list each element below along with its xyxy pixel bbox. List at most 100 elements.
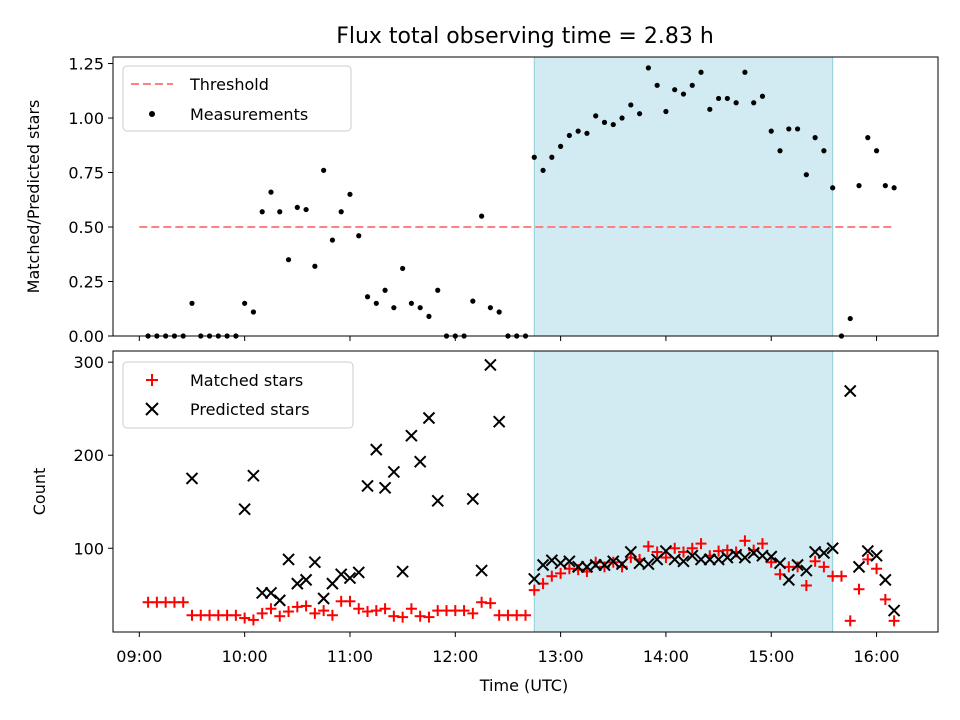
measurement-point	[812, 135, 818, 141]
predicted-star-point	[721, 551, 734, 564]
measurement-point	[558, 143, 564, 149]
matched-star-point	[239, 612, 251, 624]
y-tick-label: 0.50	[68, 218, 104, 237]
measurement-point	[549, 154, 555, 160]
matched-star-point	[809, 555, 821, 567]
y-tick-label: 300	[73, 353, 104, 372]
observing-window-shade	[533, 56, 834, 337]
measurement-point	[794, 126, 801, 132]
count-legend: Matched stars Predicted stars	[122, 361, 354, 429]
predicted-star-point	[484, 358, 497, 372]
matched-star-point	[853, 583, 865, 595]
y-tick-label: 0.25	[68, 273, 104, 292]
predicted-star-point	[686, 549, 699, 562]
count-axes-frame	[112, 350, 939, 633]
y-tick-label: 1.00	[68, 109, 104, 128]
measurement-point	[470, 298, 476, 304]
predicted-star-point	[352, 566, 365, 579]
measurement-point	[786, 126, 792, 132]
predicted-star-point	[571, 560, 585, 574]
predicted-star-point	[466, 492, 480, 506]
y-tick-label: 0.00	[68, 327, 104, 346]
measurement-point	[724, 95, 730, 102]
predicted-star-point	[299, 573, 313, 587]
y-tick-label: 1.25	[68, 55, 104, 74]
measurement-point	[715, 95, 722, 102]
measurement-point	[865, 135, 871, 141]
predicted-star-point	[852, 560, 866, 574]
measurement-point	[531, 154, 537, 160]
measurement-point	[584, 130, 590, 136]
predicted-star-point	[861, 544, 874, 558]
matched-star-point	[555, 567, 567, 579]
predicted-star-point	[334, 568, 348, 581]
predicted-star-point	[238, 502, 251, 516]
measurement-point	[566, 132, 572, 139]
predicted-star-point	[887, 604, 901, 617]
measurement-point	[751, 100, 757, 106]
predicted-star-point	[844, 384, 857, 398]
measurement-point	[259, 209, 265, 215]
ratio-panel: 0.00 0.25 0.50 0.75 1.00 1.25 Matched/Predict…	[24, 55, 939, 346]
matched-star-point	[283, 606, 295, 618]
matched-star-point	[800, 579, 812, 591]
measurement-point	[742, 69, 748, 75]
matched-star-point	[660, 552, 672, 564]
measurement-point	[382, 287, 388, 293]
matched-star-point	[344, 595, 356, 607]
measurement-point	[329, 237, 336, 243]
matched-star-point	[309, 607, 321, 619]
x-tick-label: 12:00	[432, 647, 478, 666]
matched-star-point	[888, 615, 900, 627]
matched-star-point	[765, 556, 777, 568]
matched-star-point	[397, 611, 409, 623]
predicted-star-point	[624, 545, 638, 559]
predicted-star-point	[694, 553, 708, 566]
measurement-point	[294, 204, 300, 210]
measurement-point	[303, 206, 309, 213]
predicted-star-point	[545, 554, 559, 567]
measurement-point	[242, 300, 248, 306]
legend-predicted-swatch	[145, 402, 159, 416]
measurement-point	[479, 213, 485, 219]
matched-star-point	[326, 609, 338, 621]
measurement-point	[601, 119, 608, 125]
measurement-point	[575, 128, 581, 134]
predicted-star-point	[773, 556, 787, 570]
measurement-point	[250, 309, 257, 315]
predicted-stars-points	[185, 358, 901, 617]
matched-star-point	[835, 570, 847, 582]
count-y-axis-label: Count	[30, 468, 49, 516]
predicted-star-point	[729, 548, 743, 561]
matched-star-point	[484, 597, 496, 609]
measurement-point	[672, 87, 678, 93]
matched-star-point	[247, 614, 259, 626]
ratio-legend-box	[122, 65, 352, 132]
measurement-point	[619, 115, 625, 121]
predicted-star-point	[431, 494, 444, 508]
measurement-point	[189, 300, 195, 306]
y-tick-label: 0.75	[68, 164, 104, 183]
predicted-star-point	[738, 551, 752, 564]
predicted-star-point	[475, 564, 488, 577]
measurement-point	[391, 305, 397, 311]
measurement-point	[321, 167, 327, 173]
matched-star-point	[871, 563, 883, 575]
ratio-axes-frame	[112, 56, 939, 337]
legend-matched-swatch	[146, 374, 158, 386]
x-tick-label: 11:00	[327, 647, 373, 666]
measurement-point	[777, 148, 783, 154]
predicted-star-point	[273, 594, 286, 607]
measurement-point	[847, 315, 853, 322]
predicted-star-point	[703, 553, 717, 566]
measurement-point	[856, 183, 862, 189]
legend-measurement-label: Measurements	[190, 105, 308, 124]
predicted-star-point	[598, 558, 611, 572]
ratio-y-ticks: 0.00 0.25 0.50 0.75 1.00 1.25	[68, 55, 113, 346]
count-x-ticks: 09:00 10:00 11:00 12:00 13:00 14:00 15:00 16:00	[116, 632, 900, 666]
matched-star-point	[379, 603, 391, 615]
predicted-star-point	[247, 469, 260, 482]
measurement-point	[873, 148, 880, 154]
matched-star-point	[686, 542, 698, 554]
predicted-star-point	[387, 465, 401, 479]
